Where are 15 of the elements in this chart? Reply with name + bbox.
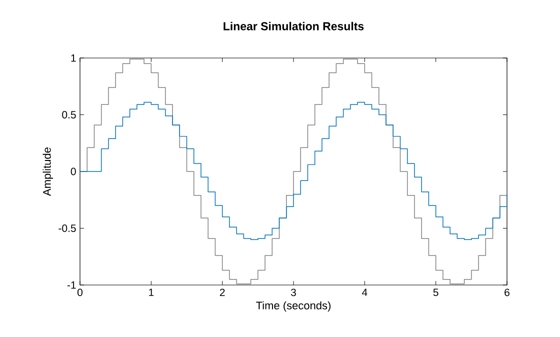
x-tick-label: 0: [77, 288, 82, 296]
y-tick-label: 1: [71, 54, 76, 62]
y-tick-label: -1: [67, 281, 76, 289]
y-tick-label: 0.5: [62, 111, 76, 118]
x-tick-label: 5: [433, 288, 438, 296]
x-tick-label: 1: [149, 288, 154, 296]
x-tick-label: 6: [504, 288, 510, 296]
x-tick-label: 2: [220, 288, 225, 296]
y-tick-label: -0.5: [58, 224, 76, 232]
y-axis-title: Amplitude: [42, 148, 54, 196]
x-axis-title: Time (seconds): [256, 301, 330, 312]
y-tick-label: 0: [70, 168, 76, 176]
chart-title: Linear Simulation Results: [224, 22, 364, 30]
x-tick-label: 3: [290, 288, 296, 296]
x-tick-label: 4: [362, 288, 368, 296]
